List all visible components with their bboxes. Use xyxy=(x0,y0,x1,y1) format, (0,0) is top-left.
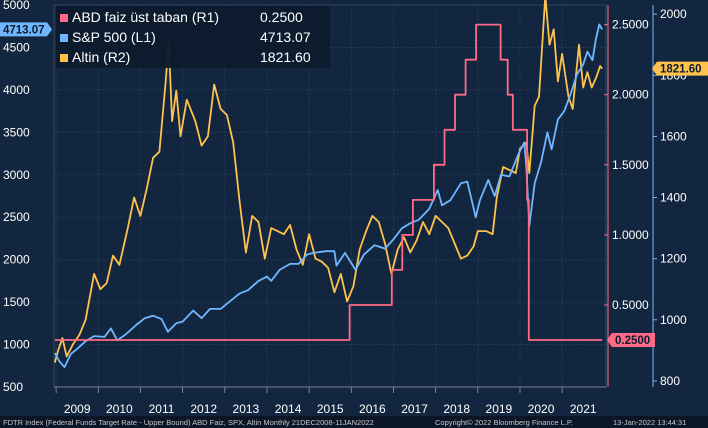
x-tick-label: 2014 xyxy=(275,402,302,416)
left-tick-label: 4000 xyxy=(3,83,30,97)
x-tick-label: 2015 xyxy=(317,402,344,416)
sp500-badge-shape xyxy=(0,22,52,37)
x-tick-label: 2021 xyxy=(570,402,597,416)
legend-box xyxy=(56,6,330,68)
x-tick-label: 2018 xyxy=(443,402,470,416)
gold-badge-shape xyxy=(652,61,708,76)
x-tick-label: 2012 xyxy=(190,402,217,416)
x-tick-label: 2019 xyxy=(486,402,513,416)
sp500-badge: 4713.07 xyxy=(0,22,52,37)
gold-badge: 1821.60 xyxy=(652,61,708,76)
x-tick-label: 2010 xyxy=(106,402,133,416)
r1-tick-label: 2.0000 xyxy=(612,88,649,102)
fed-rate-badge-shape xyxy=(607,333,655,348)
footer-source: FDTR Index (Federal Funds Target Rate - … xyxy=(3,418,374,427)
legend-swatch xyxy=(60,34,68,42)
footer-bar xyxy=(0,416,708,428)
fed-rate-line xyxy=(54,23,603,341)
legend: ABD faiz üst taban (R1) 0.2500 S&P 500 (L1… xyxy=(56,6,330,68)
r1-tick-label: 2.5000 xyxy=(612,18,649,32)
series-layer xyxy=(53,0,603,368)
r1-tick-label: 0.5000 xyxy=(612,298,649,312)
footer: FDTR Index (Federal Funds Target Rate - … xyxy=(0,416,708,428)
legend-value: 4713.07 xyxy=(260,29,311,45)
sp500-badge-text: 4713.07 xyxy=(3,24,45,36)
left-axis: 500 1000 1500 2000 2500 3000 3500 4000 4500 5000 xyxy=(3,0,30,394)
gold-line xyxy=(53,0,603,363)
footer-timestamp: 13-Jan-2022 13:44:31 xyxy=(613,418,686,427)
legend-label: ABD faiz üst taban (R1) xyxy=(72,9,219,25)
fed-rate-badge: 0.2500 xyxy=(607,333,655,348)
x-tick-label: 2020 xyxy=(528,402,555,416)
left-tick-label: 4500 xyxy=(3,40,30,54)
plot-area xyxy=(53,4,607,388)
legend-label: S&P 500 (L1) xyxy=(72,29,156,45)
legend-value: 0.2500 xyxy=(260,9,303,25)
legend-swatch xyxy=(60,14,68,22)
r2-tick-label: 800 xyxy=(660,374,680,388)
left-tick-label: 3500 xyxy=(3,125,30,139)
r2-tick-label: 1000 xyxy=(660,313,687,327)
x-tick-label: 2017 xyxy=(401,402,428,416)
left-tick-label: 2500 xyxy=(3,210,30,224)
left-tick-label: 1500 xyxy=(3,295,30,309)
r1-tick-label: 1.5000 xyxy=(612,158,649,172)
left-tick-label: 2000 xyxy=(3,253,30,267)
value-badges: 4713.07 1821.60 0.2500 xyxy=(0,22,708,348)
x-tick-label: 2011 xyxy=(149,402,175,416)
r2-tick-label: 1600 xyxy=(660,129,687,143)
x-tick-label: 2013 xyxy=(233,402,260,416)
left-tick-label: 1000 xyxy=(3,338,30,352)
fed-rate-badge-text: 0.2500 xyxy=(615,335,650,347)
left-tick-label: 3000 xyxy=(3,168,30,182)
legend-swatch xyxy=(60,54,68,62)
r2-tick-label: 1200 xyxy=(660,252,687,266)
x-axis: 2009 2010 2011 2012 2013 2014 2015 2016 2017 2018… xyxy=(54,386,606,416)
x-tick-label: 2009 xyxy=(64,402,91,416)
r2-tick-label: 2000 xyxy=(660,7,687,21)
legend-value: 1821.60 xyxy=(260,49,311,65)
left-tick-label: 5000 xyxy=(3,0,30,12)
r1-tick-label: 1.0000 xyxy=(612,228,649,242)
footer-copyright: Copyright© 2022 Bloomberg Finance L.P. xyxy=(435,418,573,427)
right-axis-r1: 0.5000 1.0000 1.5000 2.0000 2.5000 xyxy=(604,5,649,387)
legend-label: Altin (R2) xyxy=(72,49,130,65)
sp500-line xyxy=(54,23,603,368)
r2-tick-label: 1400 xyxy=(660,191,687,205)
left-tick-label: 500 xyxy=(3,380,23,394)
gold-badge-text: 1821.60 xyxy=(660,64,702,76)
x-tick-label: 2016 xyxy=(359,402,386,416)
